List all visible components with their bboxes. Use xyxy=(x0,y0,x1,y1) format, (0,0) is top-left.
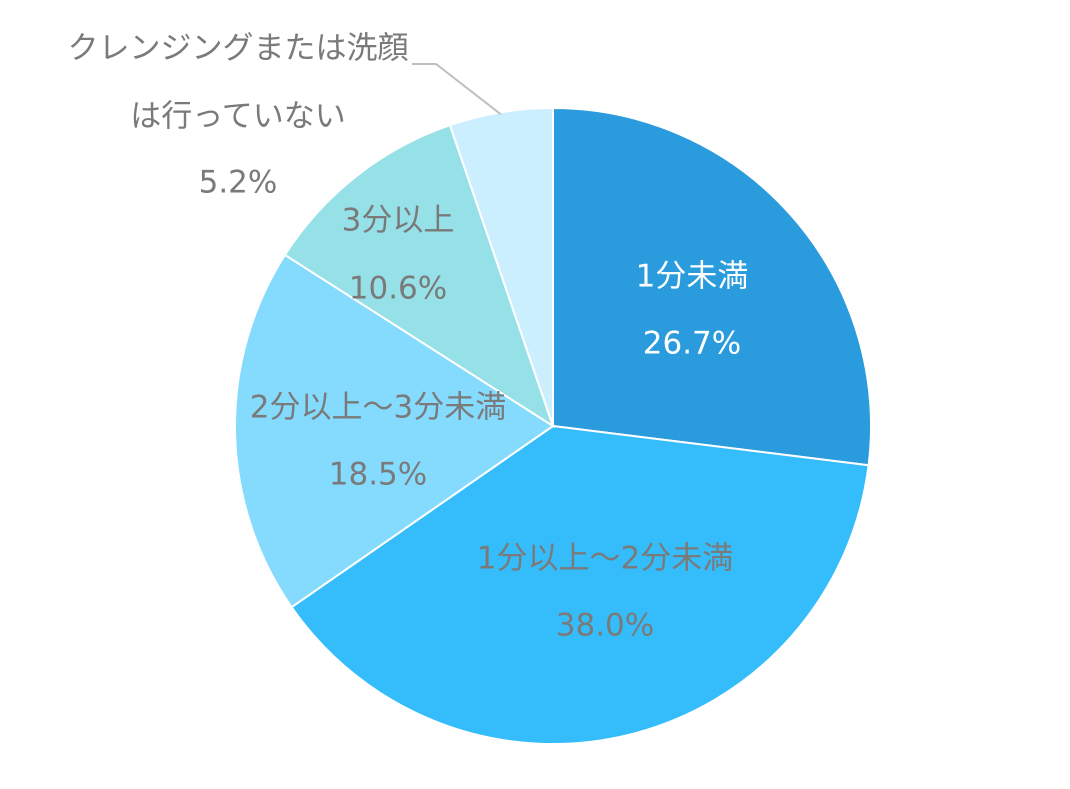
pie-slices xyxy=(234,106,872,745)
slice-label-4: 3分以上 xyxy=(342,203,455,239)
slice-value-1: 26.7% xyxy=(643,326,741,362)
slice-label-5-line-2: は行っていない xyxy=(130,99,345,135)
slice-label-3: 2分以上～3分未満 xyxy=(250,390,506,426)
slice-value-3: 18.5% xyxy=(329,457,427,493)
pie-slice-1 xyxy=(552,106,872,467)
slice-value-5: 5.2% xyxy=(199,165,278,201)
pie-slice-2 xyxy=(290,424,870,745)
slice-value-4: 10.6% xyxy=(349,271,447,307)
slice-value-2: 38.0% xyxy=(556,608,654,644)
slice-labels: 1分未満 26.7% 1分以上～2分未満 38.0% 2分以上～3分未満 18.5% 3分以… xyxy=(68,31,749,644)
leader-line-5 xyxy=(412,63,502,116)
slice-label-5-line-1: クレンジングまたは洗顔 xyxy=(68,31,409,67)
slice-label-1: 1分未満 xyxy=(636,259,749,295)
pie-slice-3 xyxy=(234,253,555,609)
slice-label-2: 1分以上～2分未満 xyxy=(477,541,733,577)
pie-slice-4 xyxy=(283,123,555,429)
leader-lines xyxy=(412,63,502,116)
pie-slice-5 xyxy=(448,106,554,427)
